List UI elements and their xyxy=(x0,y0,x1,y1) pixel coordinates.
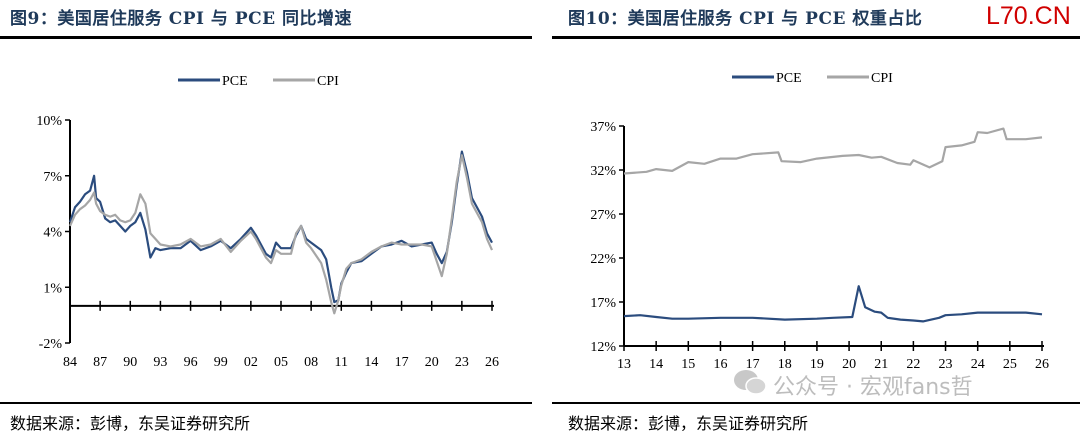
chart-title-right: 图10：美国居住服务 CPI 与 PCE 权重占比 xyxy=(568,9,923,29)
title-rule-left xyxy=(0,36,532,39)
x-tick-label: 24 xyxy=(971,357,985,372)
x-tick-label: 19 xyxy=(810,357,824,372)
watermark-text: 公众号 · 宏观fans哲 xyxy=(773,375,973,400)
x-tick-label: 16 xyxy=(713,357,727,372)
legend-label-cpi: CPI xyxy=(317,74,339,89)
x-tick-label: 14 xyxy=(364,355,378,370)
series-line-pce xyxy=(68,150,493,304)
y-tick-label: 32% xyxy=(590,164,616,179)
x-tick-label: 13 xyxy=(617,357,631,372)
x-tick-label: 14 xyxy=(649,357,663,372)
x-tick-label: 20 xyxy=(842,357,856,372)
source-note-right: 数据来源：彭博，东吴证券研究所 xyxy=(568,414,809,433)
site-logo: L70.CN xyxy=(986,2,1071,30)
x-tick-label: 15 xyxy=(681,357,695,372)
y-tick-label: 37% xyxy=(590,120,616,135)
legend-label-pce: PCE xyxy=(776,71,802,86)
watermark: 公众号 · 宏观fans哲 xyxy=(733,368,973,402)
x-tick-label: 18 xyxy=(778,357,792,372)
x-tick-label: 08 xyxy=(304,355,318,370)
chart-title-left: 图9：美国居住服务 CPI 与 PCE 同比增速 xyxy=(10,9,353,29)
x-tick-label: 21 xyxy=(874,357,888,372)
x-tick-label: 23 xyxy=(455,355,469,370)
x-tick-label: 87 xyxy=(93,355,107,370)
series-line-cpi xyxy=(68,154,494,315)
x-tick-label: 25 xyxy=(1003,357,1017,372)
series-line-pce xyxy=(623,285,1043,323)
chart-left-growth: -2% 1% 4% 7% 10% 84 87 90 93 96 99 02 05 08 11 14 17 20 23… xyxy=(36,74,499,370)
x-tick-label: 23 xyxy=(939,357,953,372)
x-tick-label: 02 xyxy=(244,355,258,370)
x-tick-label: 17 xyxy=(746,357,760,372)
x-tick-label: 90 xyxy=(123,355,137,370)
y-tick-label: 17% xyxy=(590,296,616,311)
y-tick-label: 4% xyxy=(43,226,62,241)
x-tick-label: 26 xyxy=(1035,357,1049,372)
y-tick-label: -2% xyxy=(39,337,63,352)
y-tick-label: 27% xyxy=(590,208,616,223)
footer-rule-left xyxy=(0,402,532,404)
chart-right-weight: 12% 17% 22% 27% 32% 37% 13 14 15 16 17 18 19 20 21 22 23… xyxy=(590,71,1049,372)
x-tick-label: 84 xyxy=(63,355,77,370)
y-tick-label: 22% xyxy=(590,252,616,267)
legend-label-pce: PCE xyxy=(222,74,248,89)
y-tick-label: 10% xyxy=(36,114,62,129)
x-tick-label: 93 xyxy=(153,355,167,370)
x-tick-label: 22 xyxy=(906,357,920,372)
x-tick-label: 26 xyxy=(485,355,499,370)
series-line-cpi xyxy=(623,127,1043,175)
source-note-left: 数据来源：彭博，东吴证券研究所 xyxy=(10,414,251,433)
x-tick-label: 99 xyxy=(214,355,228,370)
x-tick-label: 20 xyxy=(425,355,439,370)
x-tick-label: 05 xyxy=(274,355,288,370)
y-tick-label: 1% xyxy=(43,281,62,296)
wechat-icon xyxy=(733,368,767,402)
y-tick-label: 7% xyxy=(43,170,62,185)
x-tick-label: 17 xyxy=(395,355,409,370)
title-rule-right xyxy=(552,36,1080,39)
x-tick-label: 11 xyxy=(335,355,348,370)
footer-rule-right xyxy=(552,402,1080,404)
legend-label-cpi: CPI xyxy=(871,71,893,86)
y-tick-label: 12% xyxy=(590,340,616,355)
x-tick-label: 96 xyxy=(184,355,198,370)
